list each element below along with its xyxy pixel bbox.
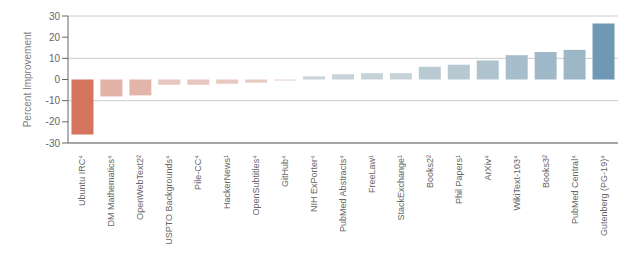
svg-text:Books2²: Books2² — [425, 155, 435, 188]
svg-text:-20: -20 — [46, 116, 61, 127]
svg-text:PubMed Abstracts⁴: PubMed Abstracts⁴ — [338, 155, 348, 232]
svg-text:DM Mathematics⁴: DM Mathematics⁴ — [106, 155, 116, 227]
svg-text:20: 20 — [49, 32, 61, 43]
svg-text:Percent Improvement: Percent Improvement — [22, 31, 33, 127]
svg-text:GitHub⁴: GitHub⁴ — [280, 155, 290, 187]
svg-text:OpenWebText2²: OpenWebText2² — [135, 155, 145, 220]
svg-text:StackExchange¹: StackExchange¹ — [396, 155, 406, 221]
svg-text:FreeLaw¹: FreeLaw¹ — [367, 155, 377, 193]
svg-text:OpenSubtitles⁴: OpenSubtitles⁴ — [251, 155, 261, 216]
svg-text:Books3²: Books3² — [541, 155, 551, 188]
svg-text:Pile-CC⁴: Pile-CC⁴ — [193, 155, 203, 190]
svg-text:PubMed Central⁴: PubMed Central⁴ — [570, 155, 580, 224]
svg-text:30: 30 — [49, 11, 61, 22]
svg-text:NIH ExPorter⁴: NIH ExPorter⁴ — [309, 155, 319, 212]
svg-text:10: 10 — [49, 53, 61, 64]
svg-text:HackerNews¹: HackerNews¹ — [222, 155, 232, 209]
svg-text:Phil Papers¹: Phil Papers¹ — [454, 155, 464, 204]
svg-text:Gutenberg (PG-19)⁴: Gutenberg (PG-19)⁴ — [599, 155, 609, 236]
svg-text:0: 0 — [54, 74, 60, 85]
svg-text:USPTO Backgrounds⁴: USPTO Backgrounds⁴ — [164, 155, 174, 245]
svg-text:-10: -10 — [46, 95, 61, 106]
svg-text:ArXiv⁴: ArXiv⁴ — [483, 155, 493, 181]
svg-text:Ubuntu IRC⁴: Ubuntu IRC⁴ — [77, 155, 87, 206]
svg-text:-30: -30 — [46, 138, 61, 149]
svg-text:WikiText-103⁴: WikiText-103⁴ — [512, 155, 522, 211]
